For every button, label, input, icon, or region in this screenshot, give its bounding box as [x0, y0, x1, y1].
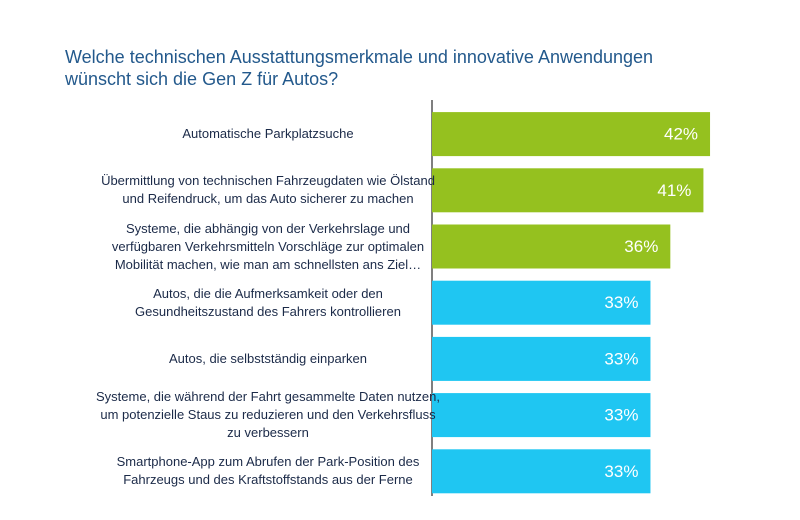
category-label: Autos, die selbstständig einparken — [168, 350, 367, 366]
category-label: Automatische Parkplatzsuche — [182, 126, 354, 142]
bar — [432, 393, 651, 438]
value-label: 33% — [604, 293, 638, 312]
value-label: 33% — [604, 462, 638, 481]
chart-title: Welche technischen Ausstattungsmerkmale … — [65, 47, 654, 89]
bar — [432, 280, 651, 325]
bar — [432, 336, 651, 381]
category-label: Systeme, die abhängig von der Verkehrsla… — [111, 220, 425, 272]
bar — [432, 224, 671, 269]
category-label: Autos, die die Aufmerksamkeit oder den G… — [135, 285, 401, 319]
value-label: 33% — [604, 349, 638, 368]
category-label: Smartphone-App zum Abrufen der Park-Posi… — [116, 454, 420, 488]
bar — [432, 449, 651, 494]
category-label: Systeme, die während der Fahrt gesammelt… — [96, 389, 440, 441]
value-label: 42% — [664, 125, 698, 144]
bar — [432, 112, 711, 157]
value-label: 36% — [624, 237, 658, 256]
bar — [432, 168, 704, 213]
value-label: 33% — [604, 406, 638, 425]
category-label: Übermittlung von technischen Fahrzeugdat… — [101, 173, 435, 207]
value-label: 41% — [657, 181, 691, 200]
